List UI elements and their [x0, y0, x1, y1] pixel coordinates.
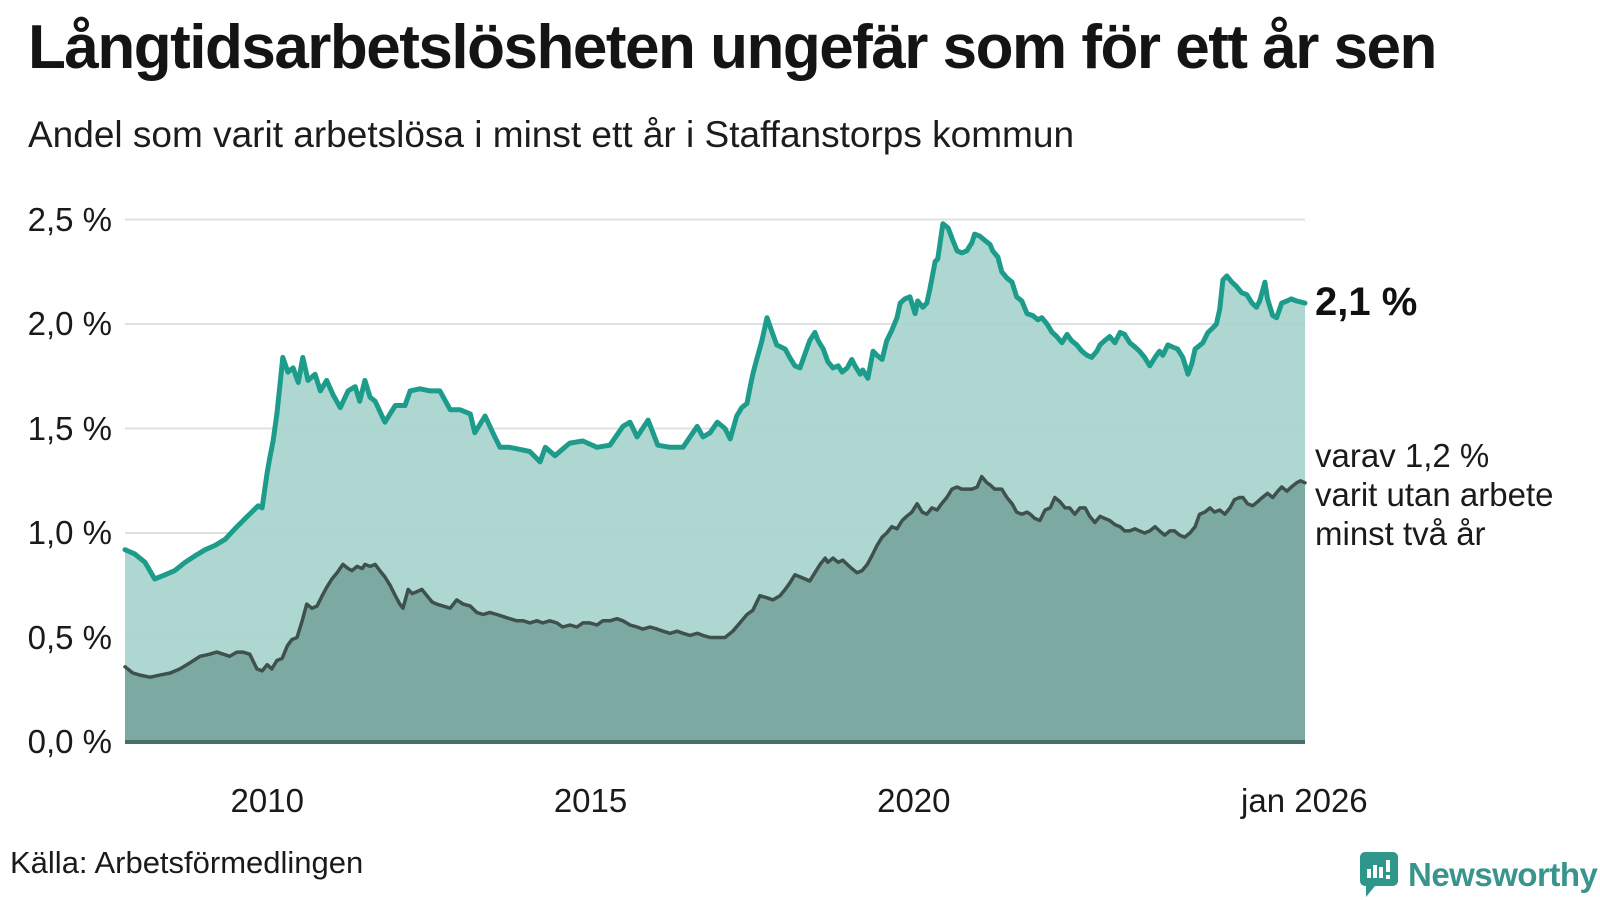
- area-fill-subset: [125, 476, 1305, 742]
- subset-annotation-line-2: varit utan arbete: [1315, 476, 1554, 513]
- line-subset: [123, 474, 1307, 679]
- subset-annotation-line-1: varav 1,2 %: [1315, 437, 1490, 474]
- newsworthy-speech-bubble-chart-icon: [1360, 852, 1398, 897]
- x-tick-label: 2010: [230, 782, 304, 819]
- line-total: [122, 221, 1308, 582]
- end-value-annotation-subset: varav 1,2 % varit utan arbete minst två …: [1315, 436, 1553, 553]
- y-tick-label: 0,0 %: [27, 723, 112, 760]
- y-tick-label: 2,5 %: [27, 200, 112, 238]
- newsworthy-branding: Newsworthy: [1360, 852, 1598, 898]
- y-tick-label: 1,0 %: [27, 514, 112, 551]
- end-value-annotation-total: 2,1 %: [1315, 280, 1417, 325]
- x-tick-label: 2020: [877, 782, 951, 819]
- newsworthy-brand-name: Newsworthy: [1408, 856, 1598, 893]
- page-title: Långtidsarbetslösheten ungefär som för e…: [28, 13, 1437, 82]
- x-tick-label: 2015: [553, 782, 628, 819]
- chart-subtitle: Andel som varit arbetslösa i minst ett å…: [28, 114, 1075, 155]
- y-tick-label: 0,5 %: [27, 618, 112, 656]
- y-tick-label: 2,0 %: [27, 305, 112, 342]
- subset-annotation-line-3: minst två år: [1315, 515, 1486, 552]
- y-tick-label: 1,5 %: [27, 409, 112, 447]
- source-attribution: Källa: Arbetsförmedlingen: [10, 845, 364, 880]
- end-value-total-label: 2,1 %: [1315, 280, 1418, 324]
- x-tick-label: jan 2026: [1241, 782, 1368, 819]
